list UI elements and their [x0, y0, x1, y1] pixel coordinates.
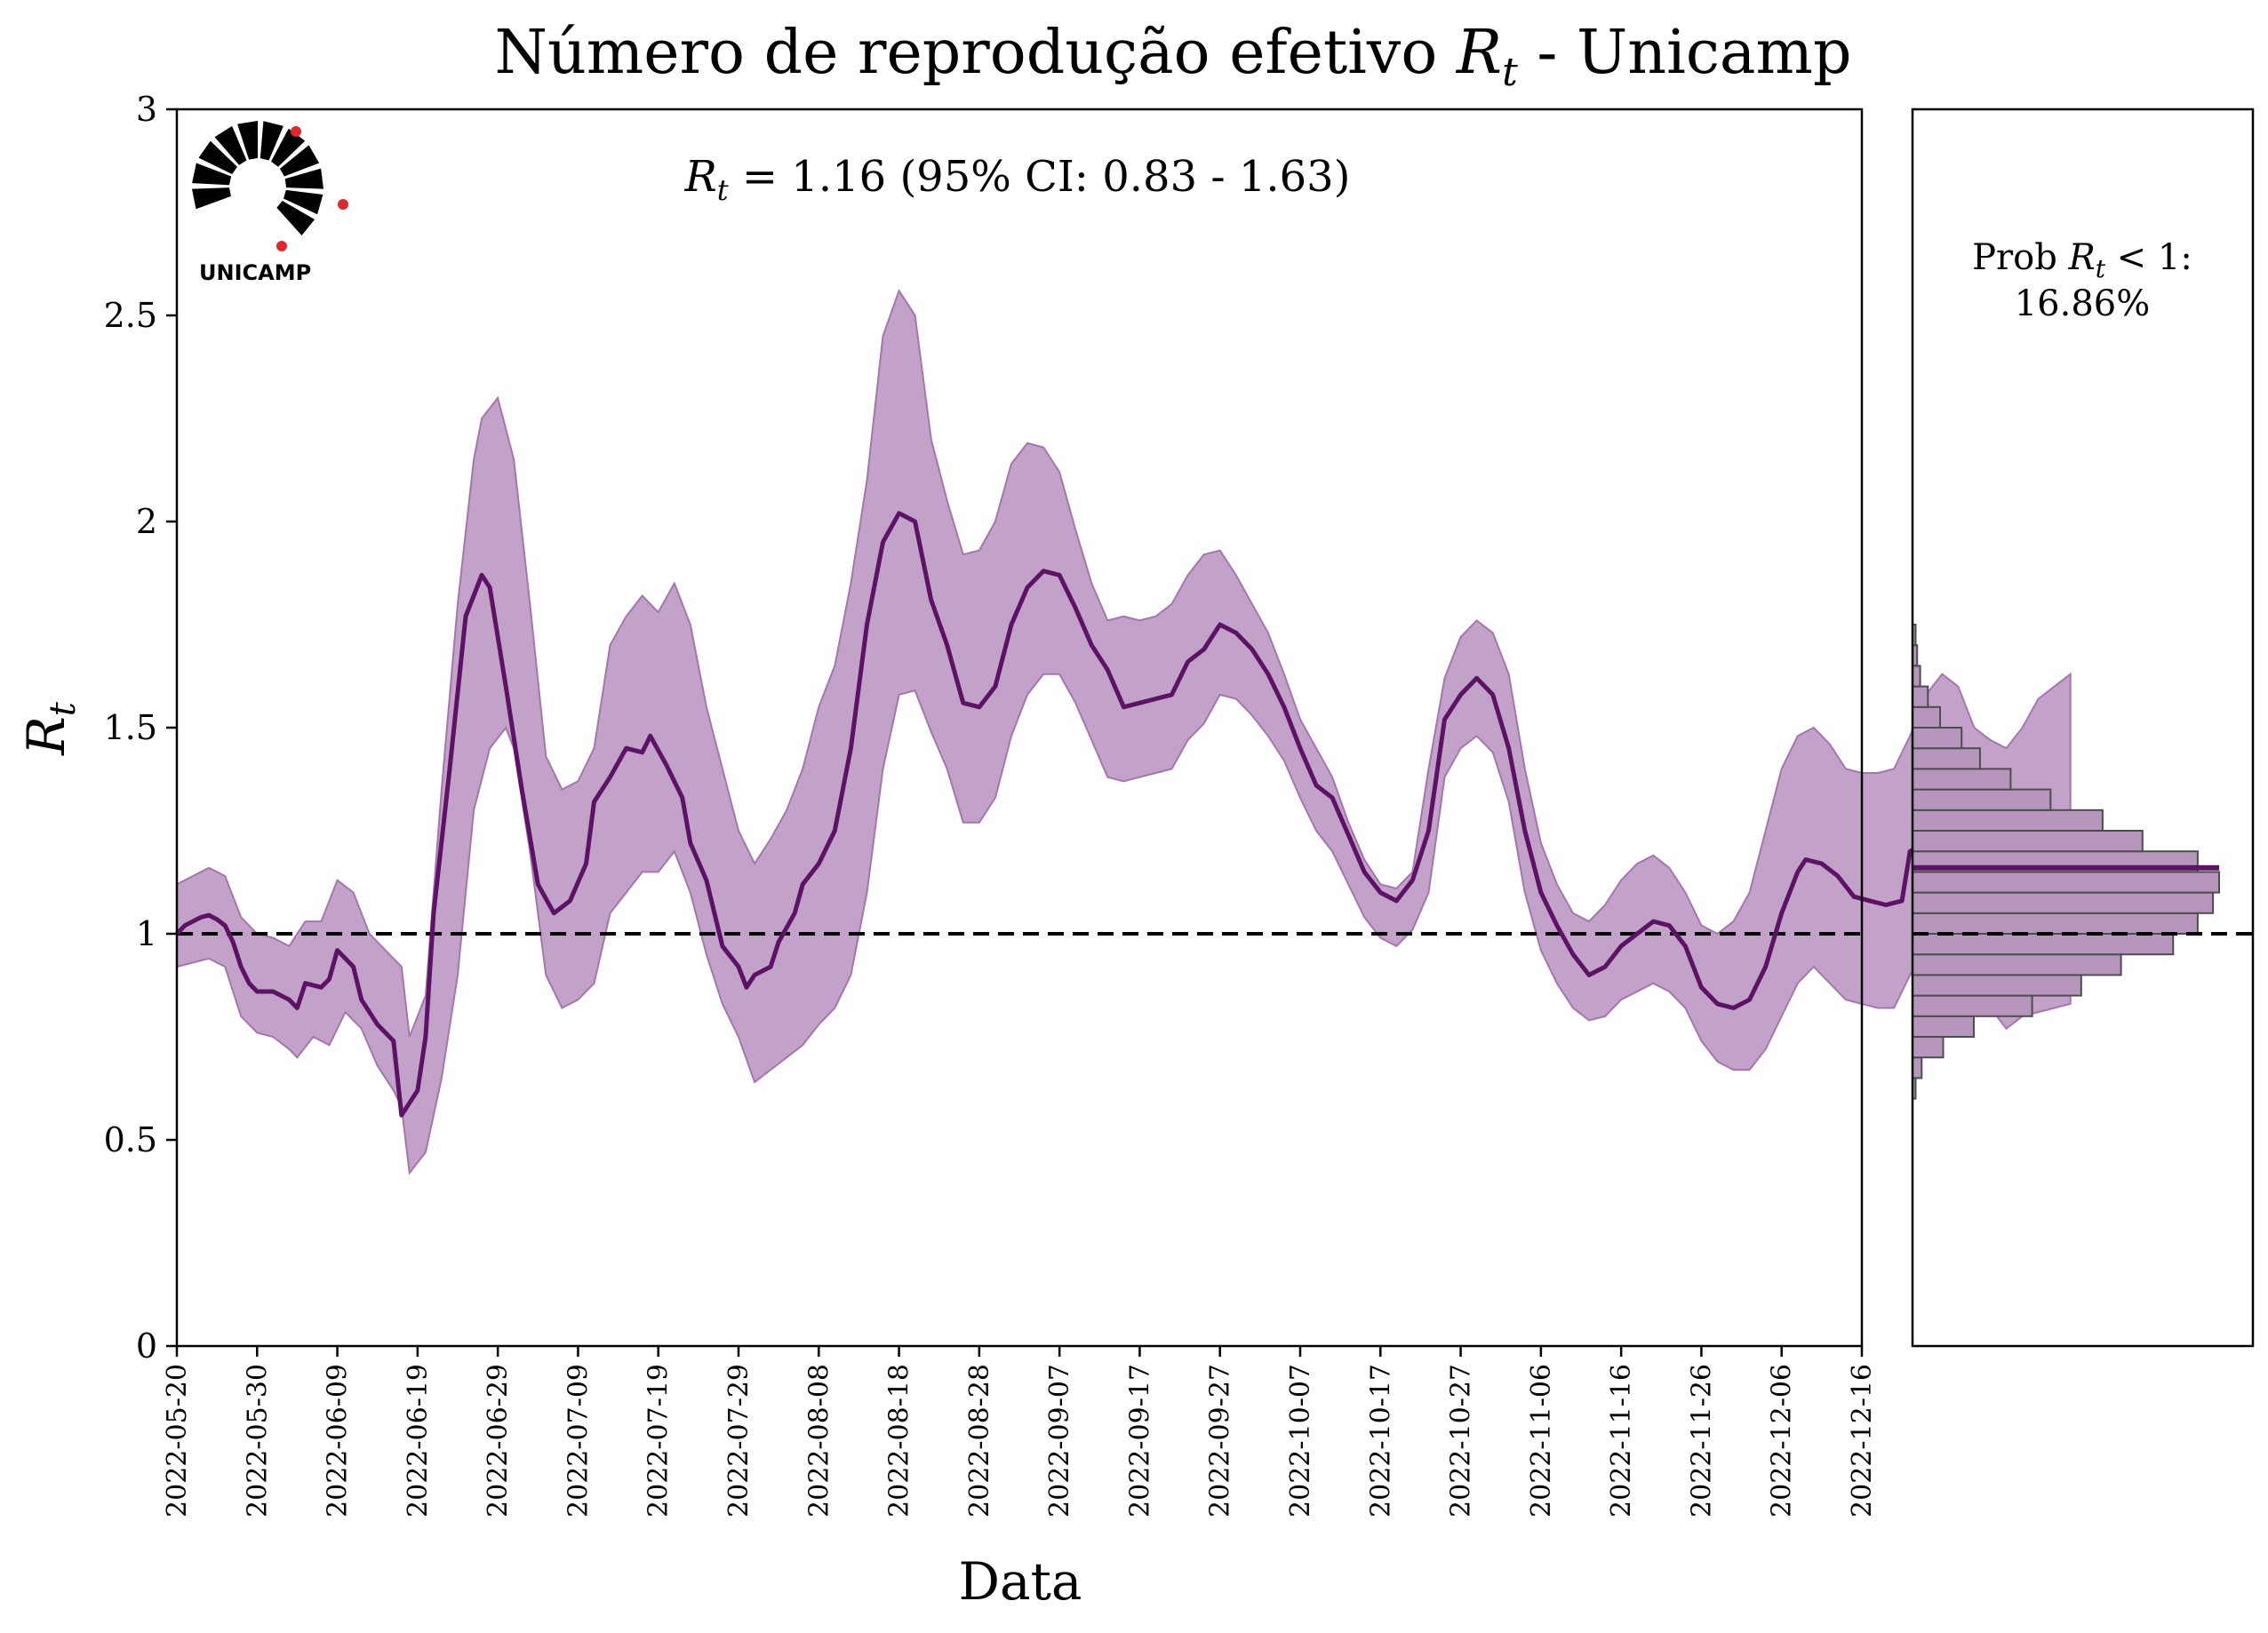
logo-ray [260, 121, 284, 161]
annot-estimate: 1.16 [791, 152, 886, 202]
x-tick-label: 2022-08-28 [964, 1364, 995, 1517]
logo-ray [276, 201, 315, 235]
logo-ray [284, 168, 323, 189]
logo-ray [192, 163, 232, 186]
histogram-bar [1912, 705, 1941, 729]
main-plot: 00.511.522.53 2022-05-20 2022-05-30 2022-0… [104, 90, 2072, 1517]
x-tick-label: 2022-07-19 [643, 1364, 675, 1517]
histogram-bar [1912, 665, 1921, 688]
probability-value: 16.86% [2015, 283, 2151, 324]
x-tick-label: 2022-09-07 [1044, 1364, 1075, 1517]
unicamp-logo: UNICAMP [192, 121, 348, 285]
ci-band [176, 288, 2072, 1175]
y-tick-label: 2.5 [104, 296, 157, 335]
x-tick-label: 2022-12-16 [1847, 1364, 1878, 1517]
histogram-bar [1912, 1056, 1923, 1079]
x-tick-label: 2022-05-20 [162, 1364, 193, 1517]
y-tick-label: 0 [136, 1326, 157, 1366]
logo-ray [279, 145, 320, 177]
x-tick-label: 2022-11-26 [1686, 1364, 1717, 1517]
histogram-bar [1912, 768, 2012, 791]
histogram-bar [1912, 871, 2220, 894]
x-tick-label: 2022-07-29 [723, 1364, 755, 1517]
logo-ray [192, 187, 231, 210]
logo-ray [237, 121, 258, 160]
histogram-bar [1912, 891, 2215, 914]
y-axis: 0 0.5 1 1.5 2 2.5 3 [104, 90, 177, 1366]
chart-title: Número de reprodução efetivo Rt - Unicam… [495, 18, 1852, 95]
x-tick-label: 2022-06-19 [403, 1364, 434, 1517]
logo-ray [271, 128, 306, 167]
y-tick-label: 1.5 [104, 708, 157, 747]
histogram-bar [1912, 1015, 1975, 1039]
x-tick-label: 2022-09-27 [1205, 1364, 1236, 1517]
x-tick-label: 2022-11-16 [1606, 1364, 1637, 1517]
y-tick-label: 0.5 [104, 1120, 157, 1159]
x-tick-label: 2022-08-08 [803, 1364, 835, 1517]
logo-wordmark: UNICAMP [199, 260, 311, 285]
distribution-panel: Prob Rt < 1: 16.86% [1911, 108, 2255, 1348]
histogram-bar [1912, 788, 2052, 811]
current-estimate-annotation: Rt = 1.16 (95% CI: 0.83 - 1.63) [684, 152, 1351, 207]
histogram-bar [1912, 953, 2122, 976]
x-tick-label: 2022-10-07 [1285, 1364, 1316, 1517]
x-axis-label: Data [959, 1551, 1082, 1612]
x-tick-label: 2022-08-18 [884, 1364, 915, 1517]
side-panel-frame [1911, 108, 2255, 1348]
histogram-bar [1912, 727, 1963, 750]
histogram-bar [1912, 933, 2175, 956]
y-tick-label: 1 [136, 914, 157, 953]
y-tick-label: 2 [136, 502, 157, 541]
histogram-bar [1912, 685, 1929, 708]
main-plot-frame [175, 108, 1864, 1348]
median-line [175, 511, 2072, 1118]
x-tick-label: 2022-05-30 [242, 1364, 273, 1517]
x-tick-label: 2022-06-09 [323, 1364, 354, 1517]
histogram-bar [1912, 974, 2082, 997]
x-tick-label: 2022-07-09 [563, 1364, 594, 1517]
histogram-bar [1912, 809, 2104, 832]
x-tick-label: 2022-06-29 [483, 1364, 514, 1517]
annot-ci: (95% CI: 0.83 - 1.63) [899, 152, 1350, 202]
median-line-layer [175, 511, 2072, 1118]
x-tick-label: 2022-10-27 [1446, 1364, 1477, 1517]
logo-ray [214, 125, 247, 165]
x-axis: 2022-05-20 2022-05-30 2022-06-09 2022-06-19… [162, 1346, 1878, 1517]
histogram-bar [1912, 830, 2144, 853]
x-tick-label: 2022-12-06 [1767, 1364, 1798, 1517]
x-tick-label: 2022-09-17 [1124, 1364, 1155, 1517]
y-tick-label: 3 [136, 90, 157, 129]
probability-label: Prob Rt < 1: [1972, 237, 2192, 283]
histogram-bar [1912, 1036, 1945, 1059]
x-tick-label: 2022-10-17 [1365, 1364, 1396, 1517]
histogram-bar [1912, 912, 2199, 936]
logo-ray [284, 189, 323, 215]
ci-band-layer [176, 288, 2072, 1175]
logo-ray [198, 140, 237, 174]
histogram-bar [1912, 994, 2033, 1017]
y-axis-label: Rt [16, 701, 84, 756]
annot-var: R [684, 152, 717, 202]
histogram-bar [1912, 747, 1981, 770]
x-tick-label: 2022-11-06 [1526, 1364, 1557, 1517]
